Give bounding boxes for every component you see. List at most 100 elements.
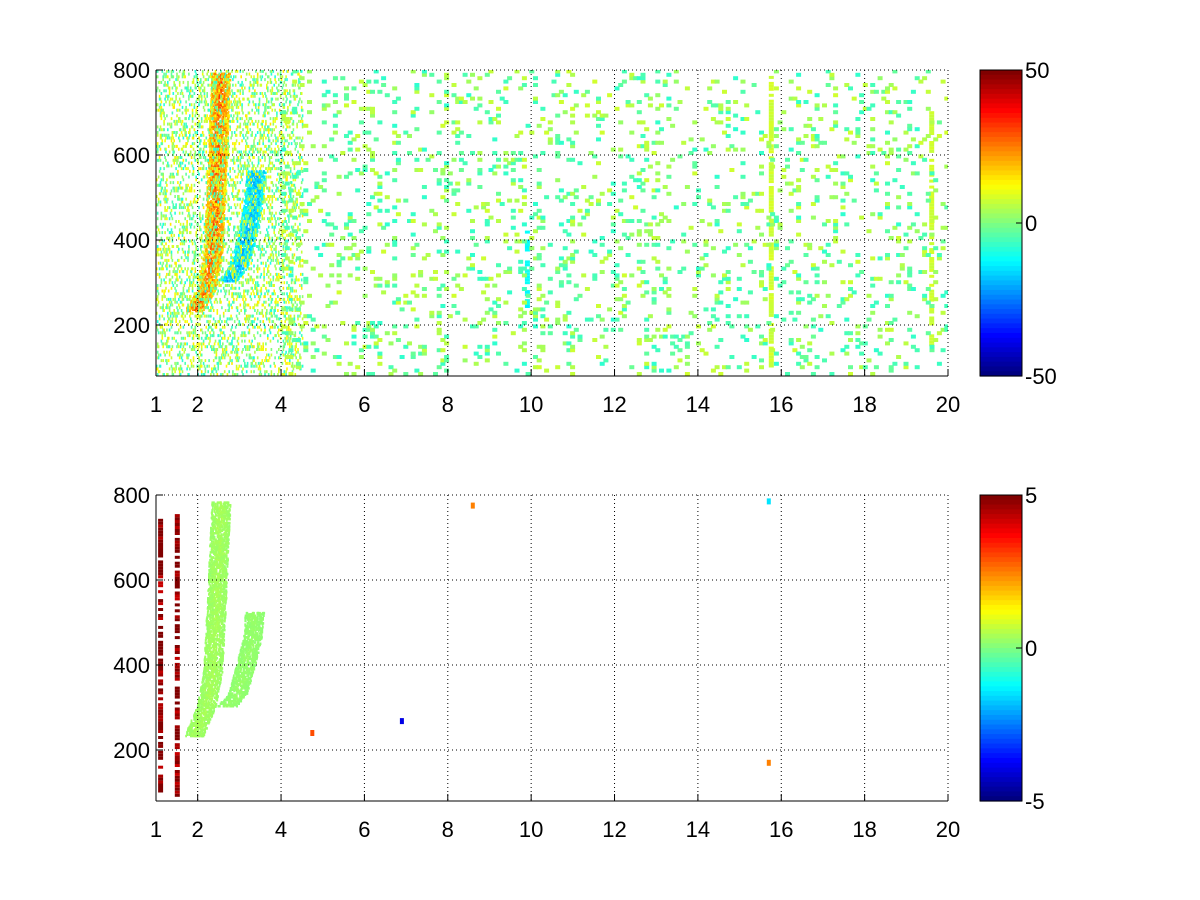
ridge-cell — [202, 280, 205, 283]
heatmap-cell — [182, 192, 185, 196]
heatmap-cell — [171, 217, 174, 221]
ridge-cell — [214, 284, 216, 287]
heatmap-cell — [180, 197, 183, 201]
ridge-cell — [241, 244, 244, 247]
ridge-cell — [216, 197, 219, 201]
heatmap-cell — [177, 353, 179, 357]
ridge-cell — [222, 184, 225, 188]
heatmap-cell — [181, 242, 184, 246]
heatmap-cell — [174, 83, 176, 87]
heatmap-cell — [177, 92, 179, 95]
ridge-cell — [235, 259, 238, 263]
heatmap-cell — [187, 258, 189, 262]
heatmap-cell — [159, 331, 162, 335]
heatmap-cell — [156, 178, 158, 182]
ridge-cell — [221, 202, 223, 206]
ridge-cell — [211, 124, 214, 128]
heatmap-cell — [178, 373, 181, 376]
heatmap-cell — [161, 325, 164, 329]
heatmap-cell — [168, 264, 171, 268]
heatmap-cell — [178, 156, 180, 159]
ridge-cell — [228, 280, 231, 283]
ridge-cell — [216, 196, 219, 199]
heatmap-cell — [161, 225, 164, 229]
heatmap-cell — [181, 297, 184, 301]
ridge-cell — [247, 220, 250, 223]
ridge-cell — [223, 210, 225, 213]
ridge-cell — [197, 290, 200, 294]
ridge-cell — [224, 110, 227, 114]
heatmap-cell — [189, 86, 192, 90]
heatmap-cell — [182, 136, 185, 140]
heatmap-cell — [188, 97, 190, 101]
heatmap-cell — [188, 250, 190, 254]
ridge-cell — [221, 93, 224, 96]
heatmap-cell — [195, 200, 197, 204]
heatmap-cell — [183, 292, 186, 296]
heatmap-cell — [184, 75, 186, 79]
ridge-cell — [258, 192, 261, 195]
heatmap-cell — [179, 295, 182, 299]
heatmap-cell — [176, 131, 178, 134]
heatmap-cell — [172, 284, 175, 287]
heatmap-cell — [159, 353, 162, 357]
heatmap-cell — [163, 328, 165, 332]
ridge-cell — [223, 276, 226, 279]
heatmap-cell — [167, 320, 169, 324]
heatmap-cell — [159, 200, 162, 204]
ridge-cell — [194, 305, 197, 309]
ridge-cell — [209, 141, 211, 144]
ridge-cell — [221, 223, 224, 226]
ridge-cell — [212, 286, 215, 290]
heatmap-cell — [157, 197, 160, 201]
heatmap-cell — [189, 153, 192, 157]
ridge-cell — [226, 277, 229, 280]
ridge-cell — [245, 190, 248, 194]
ridge-cell — [252, 226, 255, 229]
ridge-cell — [251, 171, 254, 175]
ridge-cell — [228, 266, 231, 269]
ridge-cell — [221, 201, 223, 204]
ridge-cell — [228, 72, 230, 76]
ridge-cell — [222, 233, 225, 236]
ridge-cell — [229, 272, 231, 275]
heatmap-cell — [181, 292, 184, 296]
heatmap-cell — [182, 325, 185, 329]
ridge-cell — [204, 225, 207, 229]
ridge-cell — [209, 179, 212, 183]
heatmap-cell — [176, 119, 178, 123]
ridge-cell — [243, 204, 246, 208]
heatmap-cell — [166, 164, 168, 168]
heatmap-cell — [181, 119, 184, 123]
heatmap-cell — [161, 334, 164, 338]
ridge-cell — [253, 208, 256, 212]
heatmap-cell — [187, 183, 189, 187]
ridge-cell — [214, 101, 217, 105]
heatmap-cell — [194, 158, 197, 162]
ridge-cell — [206, 252, 209, 255]
heatmap-cell — [170, 70, 173, 73]
heatmap-cell — [180, 267, 183, 271]
ridge-cell — [246, 211, 249, 214]
heatmap-cell — [160, 142, 163, 146]
heatmap-cell — [192, 275, 195, 279]
heatmap-cell — [194, 131, 197, 134]
heatmap-cell — [182, 231, 185, 235]
heatmap-cell — [189, 345, 191, 349]
heatmap-cell — [175, 339, 177, 343]
ridge-cell — [197, 297, 200, 300]
ridge-cell — [216, 79, 218, 82]
heatmap-cell — [166, 114, 168, 118]
ridge-cell — [211, 80, 214, 83]
ridge-cell — [217, 103, 220, 106]
heatmap-cell — [171, 175, 174, 179]
ridge-cell — [220, 235, 222, 239]
heatmap-cell — [175, 220, 177, 223]
heatmap-cell — [187, 139, 189, 143]
heatmap-cell — [157, 261, 160, 265]
ridge-cell — [236, 271, 238, 274]
heatmap-cell — [167, 258, 170, 262]
ridge-cell — [212, 256, 214, 259]
ridge-cell — [224, 178, 227, 181]
heatmap-cell — [157, 108, 160, 112]
